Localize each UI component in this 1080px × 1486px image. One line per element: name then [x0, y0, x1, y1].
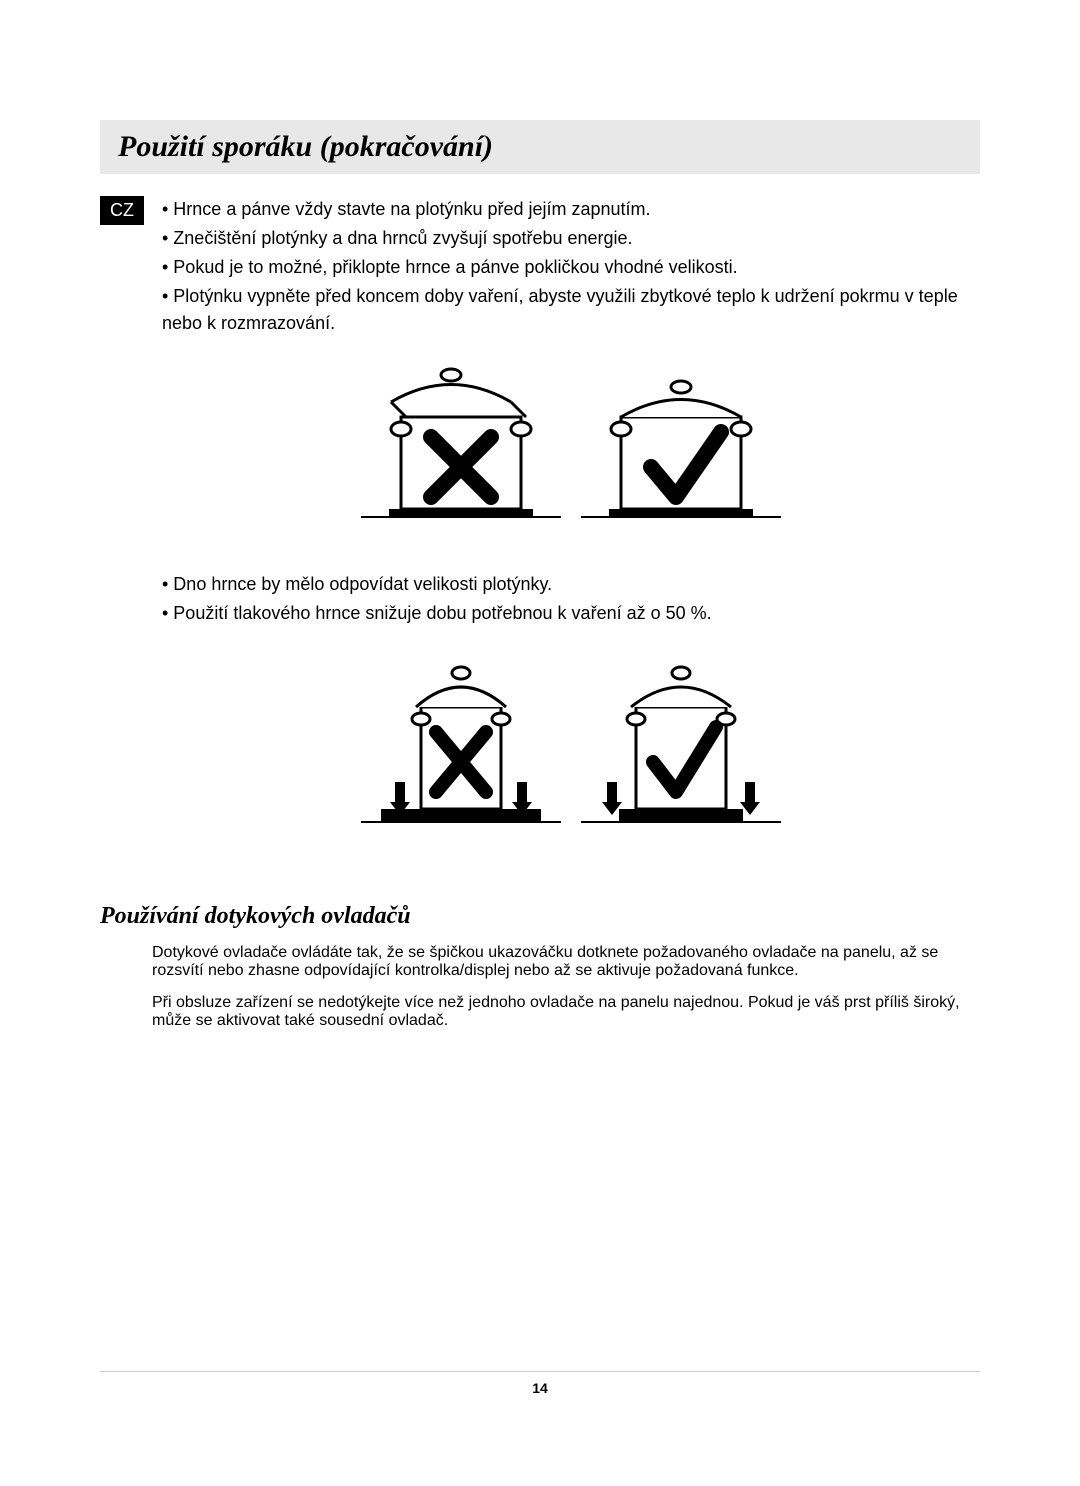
body-column: • Hrnce a pánve vždy stavte na plotýnku …	[162, 196, 980, 881]
section-title: Použití sporáku (pokračování)	[118, 130, 962, 164]
paragraph: Dotykové ovladače ovládáte tak, že se šp…	[152, 944, 980, 980]
bullet-item: • Pokud je to možné, přiklopte hrnce a p…	[162, 254, 980, 281]
bullet-group-1: • Hrnce a pánve vždy stavte na plotýnku …	[162, 196, 980, 337]
bullet-item: • Hrnce a pánve vždy stavte na plotýnku …	[162, 196, 980, 223]
subheading-touch-controls: Používání dotykových ovladačů	[100, 903, 980, 930]
language-badge: CZ	[100, 196, 144, 225]
bullet-group-2: • Dno hrnce by mělo odpovídat velikosti …	[162, 571, 980, 627]
illustration-pots-lids	[162, 357, 980, 545]
bullet-item: • Dno hrnce by mělo odpovídat velikosti …	[162, 571, 980, 598]
bullet-item: • Použití tlakového hrnce snižuje dobu p…	[162, 600, 980, 627]
bullet-item: • Plotýnku vypněte před koncem doby vaře…	[162, 283, 980, 337]
bullet-item: • Znečištění plotýnky a dna hrnců zvyšuj…	[162, 225, 980, 252]
footer-rule: 14	[100, 1371, 980, 1396]
section-title-bar: Použití sporáku (pokračování)	[100, 120, 980, 174]
page-number: 14	[100, 1380, 980, 1396]
illustration-pots-size	[162, 647, 980, 855]
paragraph: Při obsluze zařízení se nedotýkejte více…	[152, 994, 980, 1030]
